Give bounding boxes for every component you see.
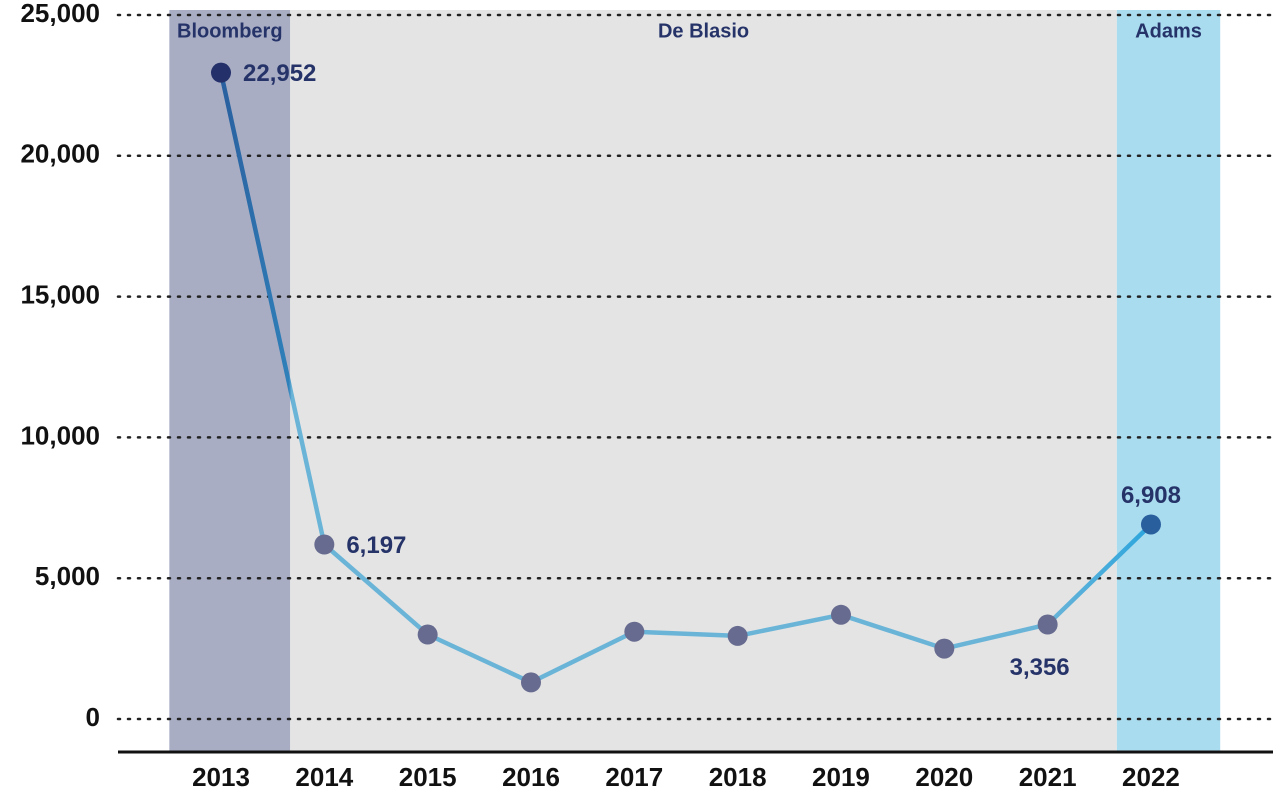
x-tick-label: 2018 — [709, 762, 767, 792]
point — [727, 625, 748, 646]
y-tick-label: 0 — [86, 702, 100, 732]
region — [169, 10, 291, 752]
point — [520, 672, 541, 693]
x-tick-label: 2014 — [295, 762, 353, 792]
y-tick-label: 25,000 — [20, 0, 100, 28]
region-label: Adams — [1135, 20, 1202, 42]
region — [290, 10, 1117, 752]
region-label: Bloomberg — [177, 20, 283, 42]
x-tick-label: 2022 — [1122, 762, 1180, 792]
x-tick-label: 2013 — [192, 762, 250, 792]
value-label: 22,952 — [243, 60, 316, 87]
y-tick-label: 15,000 — [20, 279, 100, 309]
point — [830, 604, 851, 625]
x-tick-label: 2016 — [502, 762, 560, 792]
y-tick-label: 20,000 — [20, 139, 100, 169]
region-label: De Blasio — [658, 20, 749, 42]
value-label: 6,908 — [1121, 482, 1181, 509]
value-label: 6,197 — [346, 532, 406, 559]
y-tick-label: 10,000 — [20, 420, 100, 450]
point — [1037, 614, 1058, 635]
point — [314, 534, 335, 555]
point — [934, 638, 955, 659]
y-tick-label: 5,000 — [35, 561, 100, 591]
region — [1116, 10, 1221, 752]
x-tick-label: 2019 — [812, 762, 870, 792]
x-tick-label: 2021 — [1019, 762, 1077, 792]
x-tick-label: 2020 — [915, 762, 973, 792]
point — [211, 62, 231, 83]
point — [624, 621, 645, 642]
value-label: 3,356 — [1010, 654, 1070, 681]
line — [218, 72, 1153, 685]
x-tick-label: 2017 — [605, 762, 663, 792]
point — [417, 624, 438, 645]
point — [1140, 514, 1161, 535]
x-tick-label: 2015 — [399, 762, 457, 792]
